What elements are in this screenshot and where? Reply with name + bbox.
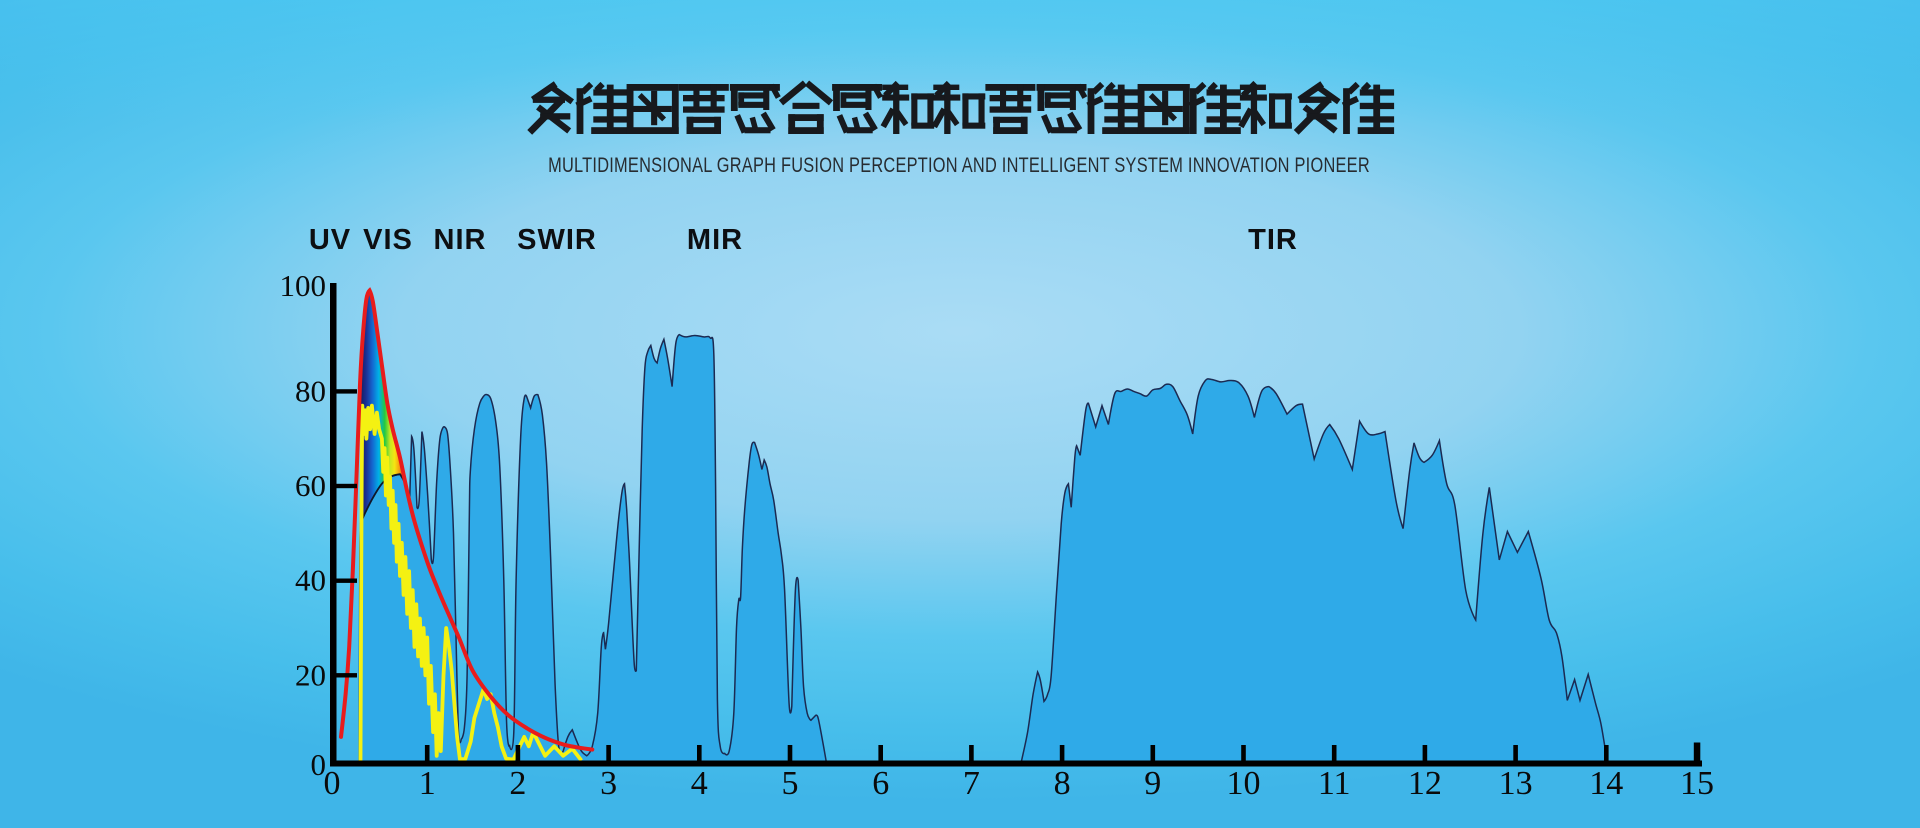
svg-text:5: 5 xyxy=(782,765,799,802)
svg-text:100: 100 xyxy=(280,268,327,303)
svg-text:40: 40 xyxy=(295,563,326,598)
svg-text:11: 11 xyxy=(1318,765,1351,802)
svg-text:7: 7 xyxy=(963,765,980,802)
svg-text:6: 6 xyxy=(872,765,889,802)
svg-text:UV: UV xyxy=(309,224,351,256)
svg-text:2: 2 xyxy=(509,765,526,802)
svg-text:3: 3 xyxy=(600,765,617,802)
svg-text:12: 12 xyxy=(1408,765,1442,802)
svg-text:13: 13 xyxy=(1499,765,1533,802)
svg-text:80: 80 xyxy=(295,373,326,408)
svg-text:TIR: TIR xyxy=(1248,224,1298,256)
svg-text:4: 4 xyxy=(691,765,708,802)
svg-text:SWIR: SWIR xyxy=(517,224,597,256)
svg-text:20: 20 xyxy=(295,657,326,692)
svg-text:9: 9 xyxy=(1144,765,1161,802)
svg-text:8: 8 xyxy=(1054,765,1071,802)
svg-text:MIR: MIR xyxy=(687,224,743,256)
svg-text:15: 15 xyxy=(1680,765,1714,802)
svg-text:10: 10 xyxy=(1227,765,1261,802)
svg-text:60: 60 xyxy=(295,468,326,503)
svg-text:1: 1 xyxy=(419,765,436,802)
svg-text:14: 14 xyxy=(1589,765,1623,802)
svg-text:MULTIDIMENSIONAL GRAPH FUSION: MULTIDIMENSIONAL GRAPH FUSION PERCEPTION… xyxy=(548,153,1370,176)
svg-text:0: 0 xyxy=(324,765,341,802)
svg-text:0: 0 xyxy=(311,747,327,782)
svg-text:NIR: NIR xyxy=(434,224,487,256)
svg-text:VIS: VIS xyxy=(363,224,413,256)
